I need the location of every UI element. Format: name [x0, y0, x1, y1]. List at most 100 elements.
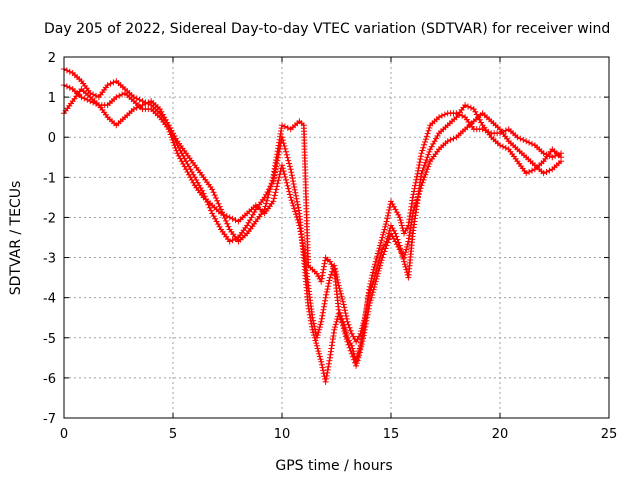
data-point: [385, 209, 392, 216]
data-point: [248, 214, 255, 221]
data-point: [273, 183, 280, 190]
data-point: [389, 201, 396, 208]
y-tick-label: -2: [43, 211, 56, 226]
data-point: [322, 294, 329, 301]
x-tick-label: 25: [601, 427, 618, 442]
y-tick-label: -3: [43, 252, 56, 267]
data-point: [384, 212, 391, 219]
data-point: [434, 132, 441, 139]
data-point: [369, 269, 376, 276]
data-point: [188, 169, 195, 175]
data-point: [280, 168, 287, 175]
data-point: [291, 186, 298, 193]
data-point: [325, 283, 332, 290]
data-point: [286, 188, 293, 195]
data-point: [388, 198, 394, 205]
data-point: [215, 200, 222, 207]
data-point: [247, 217, 253, 224]
data-point: [418, 170, 425, 177]
data-point: [372, 281, 378, 288]
data-point: [274, 180, 281, 187]
data-point: [392, 206, 399, 213]
data-point: [63, 67, 70, 74]
y-tick-label: 0: [48, 131, 56, 146]
data-point: [314, 345, 321, 352]
data-point: [374, 250, 381, 257]
data-point: [404, 241, 411, 248]
data-point: [385, 236, 392, 243]
data-point: [393, 209, 400, 216]
data-point: [116, 92, 123, 99]
data-point: [404, 243, 410, 250]
data-point: [390, 227, 397, 234]
data-point: [316, 350, 323, 357]
data-point: [316, 326, 323, 333]
data-point: [358, 341, 365, 348]
data-point: [359, 322, 366, 329]
data-point: [232, 235, 239, 242]
data-point: [350, 356, 357, 363]
data-point: [271, 172, 278, 179]
data-point: [497, 142, 503, 149]
data-point: [222, 217, 229, 224]
data-point: [274, 154, 281, 161]
data-point: [378, 257, 385, 264]
data-point: [337, 316, 344, 323]
data-point: [311, 332, 317, 339]
data-point: [526, 169, 533, 175]
data-point: [295, 204, 302, 211]
data-point: [423, 157, 430, 163]
data-point: [422, 139, 428, 145]
data-point: [347, 347, 354, 354]
data-point: [345, 321, 352, 328]
data-point: [145, 99, 152, 106]
data-point: [369, 292, 376, 298]
data-point: [267, 183, 274, 190]
data-point: [337, 288, 344, 294]
data-point: [310, 329, 317, 336]
data-point: [343, 315, 350, 322]
data-point: [423, 133, 430, 140]
data-point: [337, 290, 344, 297]
data-point: [181, 155, 188, 162]
data-point: [284, 124, 291, 131]
data-point: [339, 296, 346, 302]
data-point: [372, 261, 378, 268]
data-point: [282, 174, 289, 180]
data-point: [336, 285, 343, 292]
data-point: [348, 350, 355, 357]
data-point: [291, 205, 298, 212]
data-point: [368, 294, 375, 301]
data-point: [336, 313, 343, 320]
data-point: [379, 254, 386, 261]
data-point: [422, 136, 429, 143]
data-point: [113, 94, 120, 101]
data-point: [229, 215, 236, 222]
data-point: [409, 210, 416, 217]
data-point: [263, 200, 270, 207]
data-point: [386, 207, 393, 213]
data-point: [370, 266, 377, 273]
data-point: [335, 279, 342, 286]
data-point: [395, 211, 402, 218]
grid-layer: [64, 57, 609, 418]
data-point: [380, 251, 387, 258]
data-point: [292, 208, 299, 215]
data-point: [271, 195, 277, 202]
data-point: [308, 320, 315, 327]
data-point: [313, 270, 320, 277]
data-point: [389, 225, 396, 232]
data-point: [478, 119, 485, 126]
data-point: [354, 336, 361, 343]
data-point: [215, 221, 222, 228]
data-point: [415, 190, 422, 197]
data-point: [546, 167, 553, 174]
data-point: [293, 211, 299, 218]
data-point: [346, 344, 353, 351]
data-point: [177, 147, 184, 154]
y-tick-label: -1: [43, 171, 56, 186]
data-point: [225, 223, 232, 230]
data-point: [344, 318, 351, 325]
y-tick-label: -6: [43, 372, 56, 387]
data-point: [170, 133, 177, 140]
